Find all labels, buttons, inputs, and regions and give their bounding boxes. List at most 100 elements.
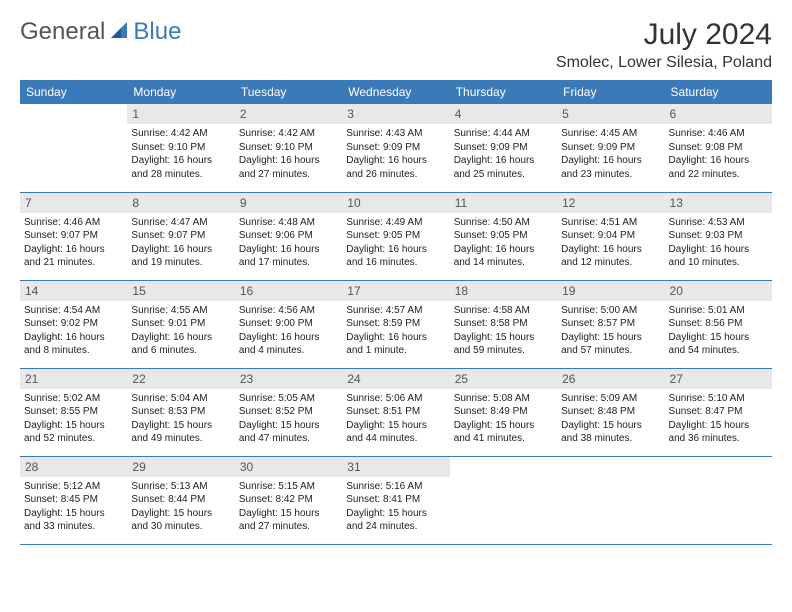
day-details: Sunrise: 5:05 AMSunset: 8:52 PMDaylight:… [235, 389, 342, 450]
day-number: 28 [20, 457, 127, 477]
day-header-row: Sunday Monday Tuesday Wednesday Thursday… [20, 80, 772, 104]
calendar-cell: 2Sunrise: 4:42 AMSunset: 9:10 PMDaylight… [235, 104, 342, 192]
day-details: Sunrise: 4:50 AMSunset: 9:05 PMDaylight:… [450, 213, 557, 274]
day-details: Sunrise: 5:15 AMSunset: 8:42 PMDaylight:… [235, 477, 342, 538]
month-title: July 2024 [556, 18, 772, 52]
day-number: 14 [20, 281, 127, 301]
day-details: Sunrise: 5:08 AMSunset: 8:49 PMDaylight:… [450, 389, 557, 450]
day-details: Sunrise: 5:10 AMSunset: 8:47 PMDaylight:… [665, 389, 772, 450]
day-details: Sunrise: 4:47 AMSunset: 9:07 PMDaylight:… [127, 213, 234, 274]
calendar-row: 14Sunrise: 4:54 AMSunset: 9:02 PMDayligh… [20, 280, 772, 368]
calendar-row: 7Sunrise: 4:46 AMSunset: 9:07 PMDaylight… [20, 192, 772, 280]
calendar-cell: 15Sunrise: 4:55 AMSunset: 9:01 PMDayligh… [127, 280, 234, 368]
calendar-cell: 18Sunrise: 4:58 AMSunset: 8:58 PMDayligh… [450, 280, 557, 368]
calendar-cell: 9Sunrise: 4:48 AMSunset: 9:06 PMDaylight… [235, 192, 342, 280]
day-header: Tuesday [235, 80, 342, 104]
day-number: 7 [20, 193, 127, 213]
day-number: 12 [557, 193, 664, 213]
calendar-cell: 16Sunrise: 4:56 AMSunset: 9:00 PMDayligh… [235, 280, 342, 368]
day-number: 15 [127, 281, 234, 301]
day-number: 13 [665, 193, 772, 213]
day-details: Sunrise: 4:54 AMSunset: 9:02 PMDaylight:… [20, 301, 127, 362]
brand-text-2: Blue [133, 18, 181, 46]
calendar-cell: . [557, 456, 664, 544]
calendar-row: 28Sunrise: 5:12 AMSunset: 8:45 PMDayligh… [20, 456, 772, 544]
calendar-cell: . [665, 456, 772, 544]
day-details: Sunrise: 4:46 AMSunset: 9:08 PMDaylight:… [665, 124, 772, 185]
day-details: Sunrise: 4:53 AMSunset: 9:03 PMDaylight:… [665, 213, 772, 274]
calendar-row: .1Sunrise: 4:42 AMSunset: 9:10 PMDayligh… [20, 104, 772, 192]
day-details: Sunrise: 5:02 AMSunset: 8:55 PMDaylight:… [20, 389, 127, 450]
day-number: 31 [342, 457, 449, 477]
calendar-cell: . [20, 104, 127, 192]
calendar-cell: 31Sunrise: 5:16 AMSunset: 8:41 PMDayligh… [342, 456, 449, 544]
day-number: 16 [235, 281, 342, 301]
calendar-cell: 14Sunrise: 4:54 AMSunset: 9:02 PMDayligh… [20, 280, 127, 368]
brand-logo: General Blue [20, 18, 181, 46]
day-number: 9 [235, 193, 342, 213]
day-details: Sunrise: 5:01 AMSunset: 8:56 PMDaylight:… [665, 301, 772, 362]
day-details: Sunrise: 4:56 AMSunset: 9:00 PMDaylight:… [235, 301, 342, 362]
day-number: 17 [342, 281, 449, 301]
day-details: Sunrise: 4:42 AMSunset: 9:10 PMDaylight:… [127, 124, 234, 185]
day-details: Sunrise: 5:04 AMSunset: 8:53 PMDaylight:… [127, 389, 234, 450]
calendar-cell: 6Sunrise: 4:46 AMSunset: 9:08 PMDaylight… [665, 104, 772, 192]
day-details: Sunrise: 4:57 AMSunset: 8:59 PMDaylight:… [342, 301, 449, 362]
calendar-cell: 19Sunrise: 5:00 AMSunset: 8:57 PMDayligh… [557, 280, 664, 368]
day-number: 6 [665, 104, 772, 124]
calendar-cell: 11Sunrise: 4:50 AMSunset: 9:05 PMDayligh… [450, 192, 557, 280]
day-details: Sunrise: 5:16 AMSunset: 8:41 PMDaylight:… [342, 477, 449, 538]
calendar-table: Sunday Monday Tuesday Wednesday Thursday… [20, 80, 772, 545]
day-number: 21 [20, 369, 127, 389]
calendar-cell: 7Sunrise: 4:46 AMSunset: 9:07 PMDaylight… [20, 192, 127, 280]
calendar-cell: 20Sunrise: 5:01 AMSunset: 8:56 PMDayligh… [665, 280, 772, 368]
day-details: Sunrise: 5:06 AMSunset: 8:51 PMDaylight:… [342, 389, 449, 450]
day-details: Sunrise: 5:13 AMSunset: 8:44 PMDaylight:… [127, 477, 234, 538]
day-header: Sunday [20, 80, 127, 104]
calendar-cell: 28Sunrise: 5:12 AMSunset: 8:45 PMDayligh… [20, 456, 127, 544]
day-details: Sunrise: 4:55 AMSunset: 9:01 PMDaylight:… [127, 301, 234, 362]
day-number: 20 [665, 281, 772, 301]
calendar-cell: 27Sunrise: 5:10 AMSunset: 8:47 PMDayligh… [665, 368, 772, 456]
day-details: Sunrise: 4:51 AMSunset: 9:04 PMDaylight:… [557, 213, 664, 274]
calendar-cell: 17Sunrise: 4:57 AMSunset: 8:59 PMDayligh… [342, 280, 449, 368]
day-header: Wednesday [342, 80, 449, 104]
day-details: Sunrise: 4:45 AMSunset: 9:09 PMDaylight:… [557, 124, 664, 185]
calendar-cell: 26Sunrise: 5:09 AMSunset: 8:48 PMDayligh… [557, 368, 664, 456]
day-number: 8 [127, 193, 234, 213]
day-details: Sunrise: 4:43 AMSunset: 9:09 PMDaylight:… [342, 124, 449, 185]
day-details: Sunrise: 4:49 AMSunset: 9:05 PMDaylight:… [342, 213, 449, 274]
brand-text-1: General [20, 18, 105, 46]
day-number: 1 [127, 104, 234, 124]
calendar-cell: 4Sunrise: 4:44 AMSunset: 9:09 PMDaylight… [450, 104, 557, 192]
day-number: 24 [342, 369, 449, 389]
calendar-cell: 5Sunrise: 4:45 AMSunset: 9:09 PMDaylight… [557, 104, 664, 192]
location-subtitle: Smolec, Lower Silesia, Poland [556, 54, 772, 72]
day-details: Sunrise: 4:44 AMSunset: 9:09 PMDaylight:… [450, 124, 557, 185]
day-number: 10 [342, 193, 449, 213]
day-header: Monday [127, 80, 234, 104]
day-number: 2 [235, 104, 342, 124]
day-details: Sunrise: 5:12 AMSunset: 8:45 PMDaylight:… [20, 477, 127, 538]
calendar-body: .1Sunrise: 4:42 AMSunset: 9:10 PMDayligh… [20, 104, 772, 544]
calendar-cell: 12Sunrise: 4:51 AMSunset: 9:04 PMDayligh… [557, 192, 664, 280]
day-number: 4 [450, 104, 557, 124]
day-number: 26 [557, 369, 664, 389]
day-header: Thursday [450, 80, 557, 104]
day-details: Sunrise: 4:42 AMSunset: 9:10 PMDaylight:… [235, 124, 342, 185]
day-details: Sunrise: 5:09 AMSunset: 8:48 PMDaylight:… [557, 389, 664, 450]
day-number: 25 [450, 369, 557, 389]
day-number: 18 [450, 281, 557, 301]
calendar-cell: . [450, 456, 557, 544]
day-number: 23 [235, 369, 342, 389]
day-details: Sunrise: 4:46 AMSunset: 9:07 PMDaylight:… [20, 213, 127, 274]
calendar-cell: 25Sunrise: 5:08 AMSunset: 8:49 PMDayligh… [450, 368, 557, 456]
title-block: July 2024 Smolec, Lower Silesia, Poland [556, 18, 772, 72]
day-number: 22 [127, 369, 234, 389]
day-number: 19 [557, 281, 664, 301]
header: General Blue July 2024 Smolec, Lower Sil… [20, 18, 772, 72]
day-number: 3 [342, 104, 449, 124]
day-header: Friday [557, 80, 664, 104]
calendar-row: 21Sunrise: 5:02 AMSunset: 8:55 PMDayligh… [20, 368, 772, 456]
calendar-cell: 13Sunrise: 4:53 AMSunset: 9:03 PMDayligh… [665, 192, 772, 280]
